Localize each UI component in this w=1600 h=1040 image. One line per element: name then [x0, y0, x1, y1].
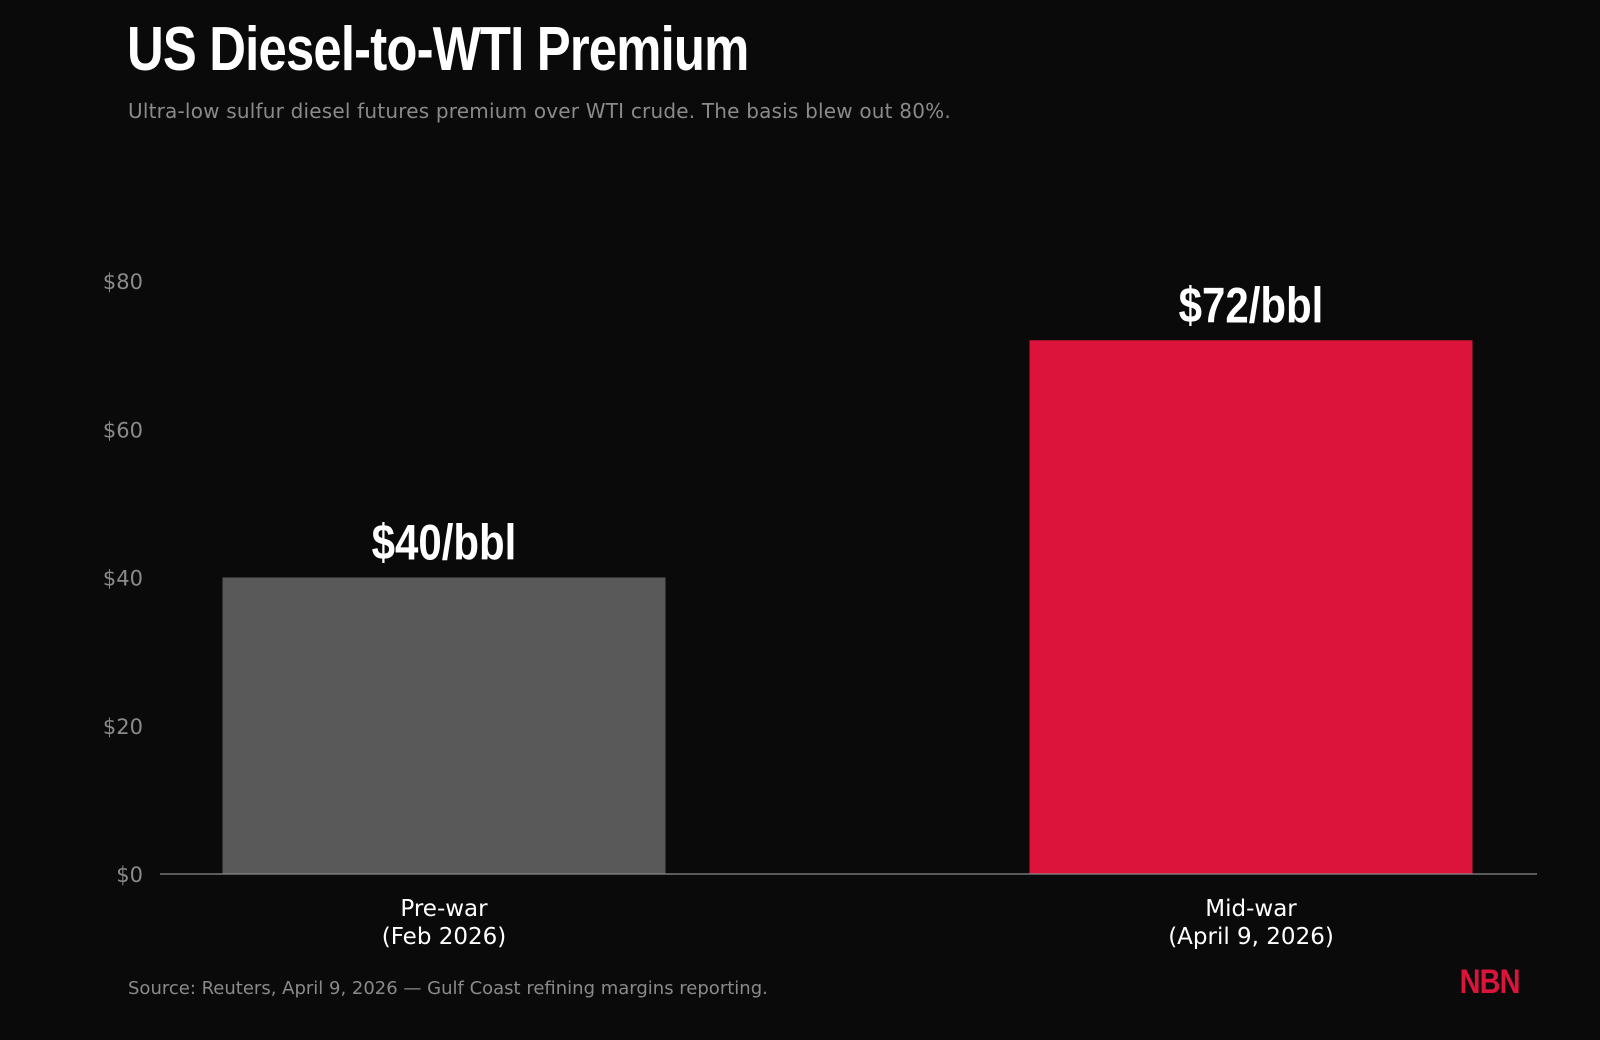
x-category-label: Mid-war (April 9, 2026) [1168, 896, 1334, 950]
chart-title: US Diesel-to-WTI Premium [127, 15, 749, 84]
brand-logo: NBN [1459, 963, 1521, 1001]
y-tick-label: $40 [103, 567, 143, 591]
chart-subtitle: Ultra-low sulfur diesel futures premium … [128, 99, 951, 123]
x-category-label-line: Pre-war [400, 896, 488, 922]
bar [1029, 340, 1473, 874]
y-tick-label: $80 [103, 270, 143, 294]
y-tick-label: $60 [103, 418, 143, 442]
x-category-label-line: (Feb 2026) [382, 924, 507, 950]
y-tick-label: $20 [103, 715, 143, 739]
bar [222, 577, 666, 874]
source-note: Source: Reuters, April 9, 2026 — Gulf Co… [128, 978, 768, 999]
bar-chart: $0 $20 $40 $60 $80 $40/bbl Pre-war (Feb 2026) $7… [103, 270, 1537, 950]
y-tick-label: $0 [116, 863, 143, 887]
bar-value-label: $40/bbl [372, 514, 517, 570]
x-category-label: Pre-war (Feb 2026) [382, 896, 507, 950]
bar-value-label: $72/bbl [1179, 277, 1324, 333]
x-category-label-line: (April 9, 2026) [1168, 924, 1334, 950]
x-category-label-line: Mid-war [1205, 896, 1297, 922]
